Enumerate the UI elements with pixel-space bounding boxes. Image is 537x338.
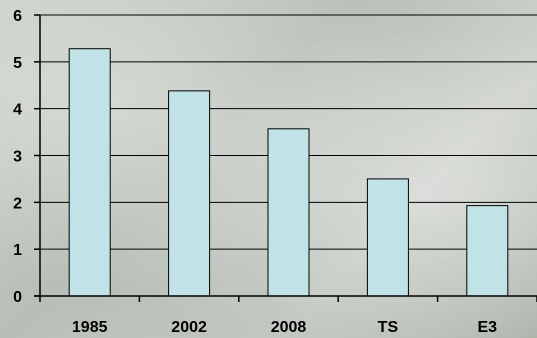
bar-2008 bbox=[267, 128, 310, 297]
y-tick-label: 2 bbox=[13, 195, 22, 212]
x-tick-label: 2008 bbox=[271, 319, 307, 336]
x-tick-label: TS bbox=[378, 319, 399, 336]
y-tick-label: 0 bbox=[13, 289, 22, 306]
y-tick-label: 4 bbox=[13, 102, 22, 119]
x-tick-label: E3 bbox=[478, 319, 498, 336]
y-tick-label: 3 bbox=[13, 149, 22, 166]
y-tick-label: 6 bbox=[13, 8, 22, 25]
x-tick-label: 1985 bbox=[72, 319, 108, 336]
bar-E3 bbox=[466, 205, 509, 297]
bar-TS bbox=[366, 178, 409, 297]
y-tick-label: 1 bbox=[13, 242, 22, 259]
y-tick-label: 5 bbox=[13, 55, 22, 72]
x-tick-label: 2002 bbox=[171, 319, 207, 336]
bar-1985 bbox=[68, 48, 111, 297]
bar-2002 bbox=[168, 90, 211, 297]
